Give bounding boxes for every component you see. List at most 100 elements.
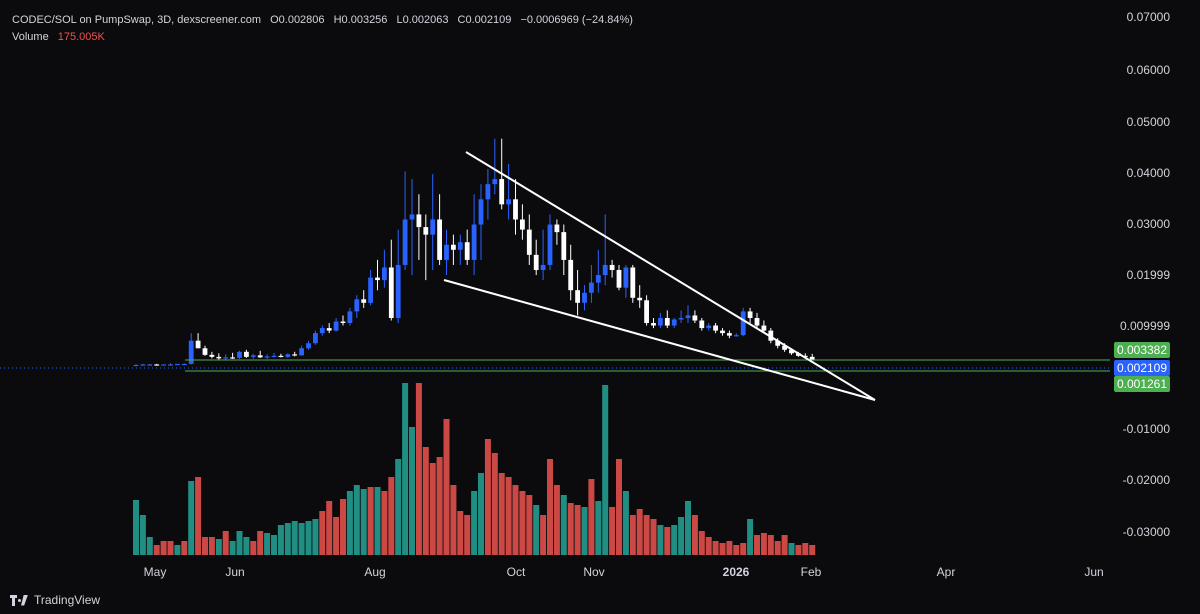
high-value: H0.003256 xyxy=(333,14,388,26)
volume-bar xyxy=(588,479,595,555)
y-tick-label: 0.03000 xyxy=(1127,217,1171,231)
candle-body xyxy=(761,325,767,331)
lower-trendline[interactable] xyxy=(443,279,876,401)
volume-bar xyxy=(774,541,781,555)
candle-body xyxy=(616,270,622,288)
candle-body xyxy=(147,364,153,366)
candle-body xyxy=(444,244,449,260)
volume-bar xyxy=(636,509,643,555)
price-tag xyxy=(1114,376,1170,392)
volume-bar xyxy=(264,533,271,555)
candle-body xyxy=(333,321,339,331)
candle-body xyxy=(230,357,235,359)
volume-bar xyxy=(277,525,284,555)
volume-bar xyxy=(795,545,802,555)
candle-body xyxy=(561,232,567,260)
volume-bar xyxy=(726,541,733,555)
volume-bar xyxy=(333,517,340,555)
y-tick-label: 0.01999 xyxy=(1127,268,1171,282)
candle-body xyxy=(464,242,470,260)
volume-bar xyxy=(691,515,698,555)
x-tick-label: Jun xyxy=(1084,565,1103,579)
volume-bar xyxy=(236,531,243,555)
candle-body xyxy=(658,317,663,326)
candle-body xyxy=(602,264,608,276)
candle-body xyxy=(430,219,436,235)
volume-bar xyxy=(360,489,367,555)
volume-bar xyxy=(512,485,519,555)
candle-body xyxy=(478,199,484,225)
tradingview-icon xyxy=(10,594,28,606)
y-tick-label: 0.06000 xyxy=(1127,63,1171,77)
candle-body xyxy=(540,264,546,270)
x-tick-label: Aug xyxy=(364,565,385,579)
candle-body xyxy=(409,214,415,220)
volume-bar xyxy=(395,459,402,555)
volume-bar xyxy=(436,457,443,555)
candle-body xyxy=(775,340,781,346)
volume-bar xyxy=(222,531,229,555)
candle-body xyxy=(299,348,304,356)
price-tag-label: 0.003382 xyxy=(1117,343,1167,357)
candle-body xyxy=(237,351,242,358)
candle-body xyxy=(292,354,298,356)
volume-bar xyxy=(788,543,795,555)
volume-bar xyxy=(809,545,816,555)
candle-body xyxy=(644,300,649,324)
candle-body xyxy=(678,317,684,320)
candle-body xyxy=(802,355,808,358)
volume-bar xyxy=(740,543,747,555)
price-tag xyxy=(1114,360,1170,376)
volume-bar xyxy=(340,499,346,555)
candlestick-series xyxy=(133,138,815,367)
volume-bar xyxy=(312,519,319,555)
x-tick-label: Apr xyxy=(937,565,956,579)
volume-bar xyxy=(747,519,754,555)
candle-body xyxy=(485,184,491,200)
x-axis: May Jun Aug Oct Nov 2026 Feb Apr Jun xyxy=(144,565,1104,579)
volume-bar xyxy=(188,481,195,555)
price-tags: 0.003382 0.002109 0.001261 xyxy=(1114,342,1170,392)
volume-series xyxy=(133,383,816,555)
tradingview-logo[interactable]: TradingView xyxy=(10,593,100,607)
candle-body xyxy=(457,242,463,250)
open-value: O0.002806 xyxy=(270,14,325,26)
candle-body xyxy=(533,254,539,270)
volume-bar xyxy=(374,487,381,555)
candle-body xyxy=(188,340,194,364)
candle-body xyxy=(388,267,394,318)
volume-bar xyxy=(712,541,719,555)
candle-body xyxy=(692,315,698,321)
candle-body xyxy=(168,364,173,366)
volume-bar xyxy=(319,511,326,555)
volume-bar xyxy=(643,515,650,555)
volume-bar xyxy=(602,385,609,555)
candle-body xyxy=(623,267,629,288)
candle-body xyxy=(202,348,208,355)
volume-bar xyxy=(353,485,360,555)
candle-body xyxy=(306,343,311,349)
volume-bar xyxy=(133,500,139,555)
candle-body xyxy=(416,214,422,228)
x-tick-label: Jun xyxy=(225,565,244,579)
candle-body xyxy=(809,356,815,361)
candle-body xyxy=(706,325,712,329)
candle-body xyxy=(313,333,318,344)
volume-bar xyxy=(802,543,809,555)
candle-body xyxy=(699,320,705,329)
upper-trendline[interactable] xyxy=(465,151,876,401)
candle-body xyxy=(278,355,284,358)
volume-bar xyxy=(388,477,395,555)
volume-bar xyxy=(243,537,250,555)
candle-body xyxy=(361,299,367,303)
candle-body xyxy=(727,333,732,336)
candle-body xyxy=(347,311,353,324)
volume-bar xyxy=(202,537,208,555)
volume-bar xyxy=(719,543,726,555)
volume-bar xyxy=(491,453,498,555)
volume-bar xyxy=(698,531,705,555)
volume-bar xyxy=(181,541,188,555)
volume-bar xyxy=(174,545,181,555)
candle-body xyxy=(747,311,753,318)
